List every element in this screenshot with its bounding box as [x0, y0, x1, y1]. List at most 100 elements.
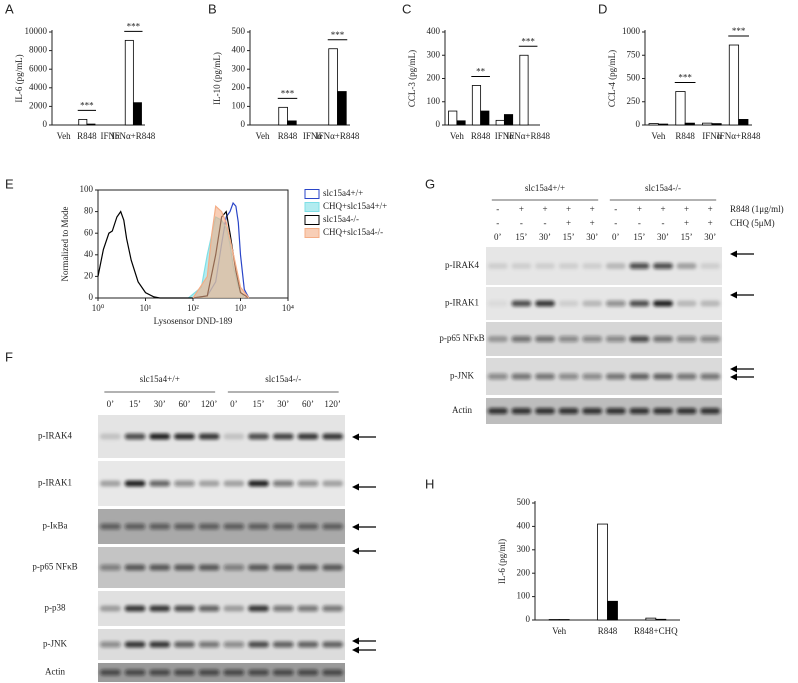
band: [322, 523, 344, 530]
x-tick-label: R848+CHQ: [634, 626, 678, 636]
band: [653, 263, 673, 269]
y-tick-label: 10000: [25, 26, 48, 36]
band: [149, 564, 171, 571]
band: [272, 641, 294, 648]
band: [322, 605, 344, 612]
band: [676, 408, 697, 414]
lane-label: 15’: [129, 399, 141, 409]
band: [297, 523, 319, 530]
band: [629, 408, 650, 414]
band: [297, 433, 319, 440]
band: [272, 669, 294, 676]
legend-swatch: [304, 215, 320, 225]
panel-letter: G: [425, 176, 435, 191]
arrow-head: [352, 483, 359, 491]
band: [322, 480, 344, 487]
y-tick-label: 400: [232, 45, 246, 55]
band: [174, 480, 195, 487]
lane-label: 0’: [494, 232, 502, 242]
band: [322, 641, 344, 648]
treatment-sign: +: [542, 204, 547, 214]
band: [653, 373, 673, 380]
bar: [480, 110, 490, 126]
x-tick-label: 10²: [187, 303, 199, 313]
band: [223, 523, 245, 530]
band: [700, 373, 721, 380]
row-label: p-JNK: [43, 639, 67, 649]
treatment-sign: -: [638, 218, 641, 228]
band: [487, 263, 508, 269]
band: [248, 669, 269, 676]
band: [322, 433, 344, 440]
y-axis-label: Normalized to Mode: [60, 207, 70, 282]
band: [535, 336, 555, 342]
significance-label: ***: [732, 26, 746, 36]
y-tick-label: 6000: [29, 63, 48, 73]
band: [558, 263, 579, 269]
band: [99, 605, 121, 612]
significance-label: **: [476, 67, 486, 77]
band: [272, 480, 294, 487]
arrow-head: [352, 547, 359, 555]
treatment-sign: +: [590, 218, 595, 228]
panel-letter: F: [5, 349, 13, 364]
significance-label: ***: [80, 100, 94, 110]
bar: [328, 48, 338, 126]
bar: [287, 120, 297, 126]
treatment-sign: -: [662, 218, 665, 228]
bar: [648, 123, 659, 126]
band: [198, 605, 220, 612]
band: [582, 336, 603, 342]
band: [223, 564, 245, 571]
band: [558, 300, 579, 307]
group-label: slc15a4-/-: [265, 374, 301, 384]
band: [198, 523, 220, 530]
band: [605, 300, 626, 307]
band: [174, 523, 195, 530]
x-tick-label: Veh: [651, 131, 665, 141]
panel-letter: C: [402, 1, 411, 16]
band: [124, 564, 146, 571]
y-axis-label: IL-10 (pg/mL): [212, 52, 222, 105]
x-tick-label: IFNα: [303, 131, 323, 141]
band: [149, 669, 171, 676]
band: [198, 433, 220, 440]
treatment-label: CHQ (5μM): [730, 218, 775, 228]
band: [99, 523, 121, 530]
row-label: p-p38: [45, 603, 66, 613]
x-tick-label: IFNα+R848: [316, 131, 360, 141]
band: [248, 523, 269, 530]
panel-letter: A: [5, 1, 14, 16]
x-tick-label: R848: [278, 131, 298, 141]
band: [676, 373, 697, 380]
band: [223, 605, 245, 612]
bar: [132, 102, 142, 126]
y-tick-label: 100: [80, 184, 94, 194]
band: [99, 433, 121, 440]
bar: [124, 39, 134, 126]
band: [174, 605, 195, 612]
band: [149, 605, 171, 612]
band: [174, 564, 195, 571]
band: [535, 408, 555, 414]
x-tick-label: 10¹: [140, 303, 152, 313]
band: [124, 641, 146, 648]
line: [97, 210, 250, 299]
band: [174, 641, 195, 648]
y-tick-label: 4000: [29, 82, 48, 92]
band: [99, 564, 121, 571]
band: [248, 605, 269, 612]
y-tick-label: 500: [627, 73, 641, 83]
band: [605, 408, 626, 414]
band: [149, 433, 171, 440]
band: [700, 263, 721, 269]
lane-label: 30’: [704, 232, 716, 242]
band: [124, 605, 146, 612]
band: [198, 564, 220, 571]
band: [248, 564, 269, 571]
legend-swatch: [304, 228, 320, 238]
band: [322, 564, 344, 571]
band: [99, 669, 121, 676]
band: [174, 433, 195, 440]
treatment-sign: +: [660, 204, 665, 214]
